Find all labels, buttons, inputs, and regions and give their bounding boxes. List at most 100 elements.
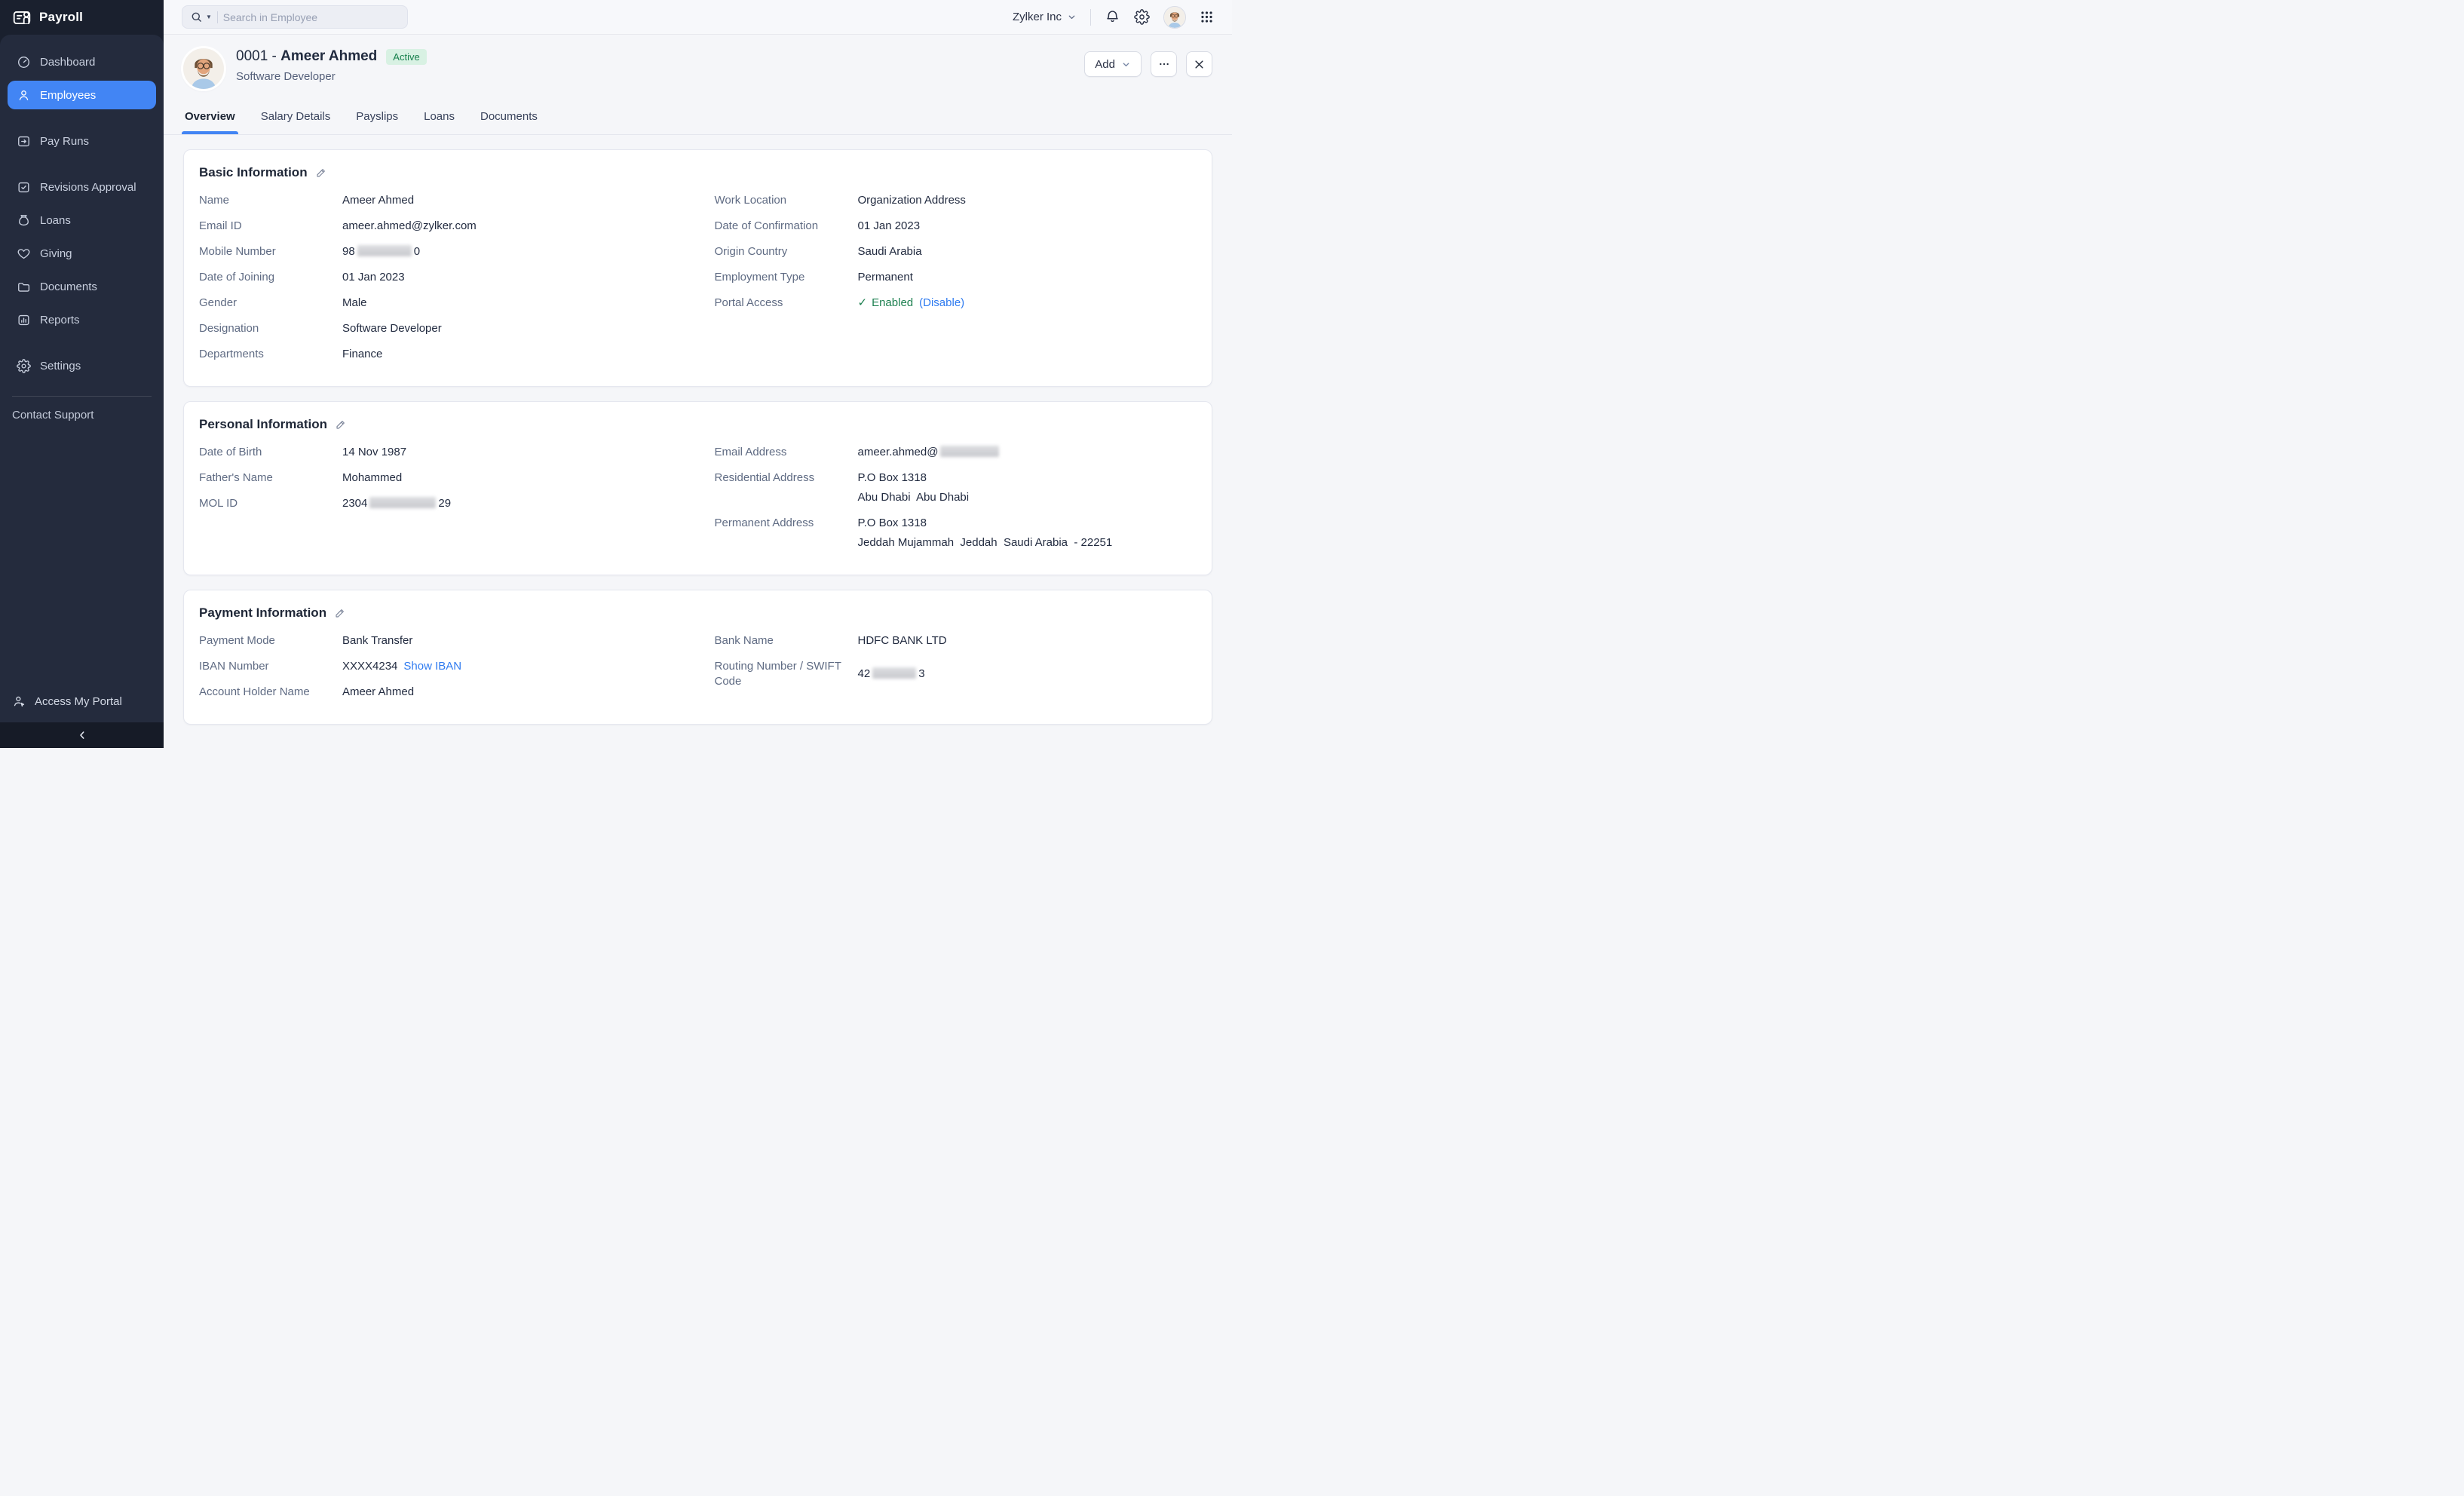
sidebar: Payroll Dashboard Employees Pay Runs Rev… <box>0 0 164 748</box>
sidebar-item-settings[interactable]: Settings <box>8 351 156 380</box>
show-iban-link[interactable]: Show IBAN <box>403 660 461 673</box>
disable-portal-link[interactable]: (Disable) <box>919 296 964 309</box>
value-text: HDFC BANK LTD <box>858 634 947 647</box>
search-divider <box>217 11 218 23</box>
value-text: 2304 <box>342 497 367 510</box>
chevron-down-icon <box>1121 60 1131 69</box>
edit-personal-information-icon[interactable] <box>335 418 347 431</box>
field-row: NameAmeer Ahmed <box>199 193 682 208</box>
field-label: Email ID <box>199 219 342 234</box>
tab-loans[interactable]: Loans <box>422 104 456 134</box>
field-value: Saudi Arabia <box>858 244 1197 259</box>
more-options-button[interactable] <box>1151 51 1177 77</box>
value-text: 29 <box>438 497 451 510</box>
contact-support-link[interactable]: Contact Support <box>0 397 164 422</box>
user-avatar[interactable] <box>1163 6 1186 29</box>
notifications-bell-icon[interactable] <box>1105 9 1120 25</box>
field-label: Bank Name <box>715 633 858 648</box>
employee-avatar <box>183 48 224 89</box>
value-text: Permanent <box>858 271 913 284</box>
settings-icon <box>17 359 31 373</box>
sidebar-collapse-button[interactable] <box>0 722 164 748</box>
field-row: Mobile Number980 <box>199 244 682 259</box>
field-value: Software Developer <box>342 321 682 336</box>
field-label: Gender <box>199 296 342 311</box>
sidebar-item-revisions-approval[interactable]: Revisions Approval <box>8 173 156 201</box>
giving-icon <box>17 247 31 261</box>
sidebar-item-giving[interactable]: Giving <box>8 239 156 268</box>
sidebar-item-pay-runs[interactable]: Pay Runs <box>8 127 156 155</box>
field-row: DepartmentsFinance <box>199 347 682 362</box>
search-input[interactable] <box>223 11 400 23</box>
value-text: Saudi Arabia <box>858 245 922 258</box>
field-value: Permanent <box>858 270 1197 285</box>
add-button[interactable]: Add <box>1084 51 1142 77</box>
field-row: Email Addressameer.ahmed@ <box>715 445 1197 460</box>
field-row: Account Holder NameAmeer Ahmed <box>199 685 682 700</box>
field-label: Departments <box>199 347 342 362</box>
field-label: Email Address <box>715 445 858 460</box>
value-text: Bank Transfer <box>342 634 412 647</box>
field-label: Father's Name <box>199 471 342 486</box>
settings-gear-icon[interactable] <box>1134 9 1150 25</box>
edit-basic-information-icon[interactable] <box>315 167 327 179</box>
value-text: Organization Address <box>858 194 966 207</box>
search-scope-caret-icon[interactable]: ▼ <box>206 14 212 20</box>
value-text: 42 <box>858 667 871 680</box>
value-text: ameer.ahmed@ <box>858 446 939 458</box>
tab-overview[interactable]: Overview <box>183 104 237 134</box>
employee-designation: Software Developer <box>236 70 427 83</box>
card-title: Personal Information <box>199 417 327 432</box>
field-value: ameer.ahmed@ <box>858 445 1197 460</box>
value-text: Software Developer <box>342 322 442 335</box>
field-label: Mobile Number <box>199 244 342 259</box>
field-row: DesignationSoftware Developer <box>199 321 682 336</box>
field-value: Ameer Ahmed <box>342 193 682 208</box>
apps-grid-icon[interactable] <box>1200 10 1214 24</box>
sidebar-nav: Dashboard Employees Pay Runs Revisions A… <box>0 35 164 722</box>
field-value: HDFC BANK LTD <box>858 633 1197 648</box>
search-icon[interactable] <box>190 11 203 23</box>
global-search[interactable]: ▼ <box>182 5 408 29</box>
field-value: 14 Nov 1987 <box>342 445 682 460</box>
portal-user-icon <box>12 694 26 709</box>
field-label: Payment Mode <box>199 633 342 648</box>
field-label: Date of Confirmation <box>715 219 858 234</box>
ellipsis-icon <box>1158 58 1170 70</box>
field-label: Date of Birth <box>199 445 342 460</box>
value-text: 01 Jan 2023 <box>342 271 405 284</box>
employee-overview-page: 0001 - Ameer Ahmed Active Software Devel… <box>164 35 1232 748</box>
tab-salary-details[interactable]: Salary Details <box>259 104 333 134</box>
edit-payment-information-icon[interactable] <box>334 607 346 619</box>
field-value: 980 <box>342 244 682 259</box>
chevron-down-icon <box>1067 12 1077 22</box>
sidebar-item-loans[interactable]: Loans <box>8 206 156 235</box>
org-switcher[interactable]: Zylker Inc <box>1013 11 1077 23</box>
topbar: ▼ Zylker Inc <box>164 0 1232 35</box>
field-row: Work LocationOrganization Address <box>715 193 1197 208</box>
field-row: Date of Birth14 Nov 1987 <box>199 445 682 460</box>
field-row: GenderMale <box>199 296 682 311</box>
sidebar-item-reports[interactable]: Reports <box>8 305 156 334</box>
sidebar-item-dashboard[interactable]: Dashboard <box>8 48 156 76</box>
value-text: Mohammed <box>342 471 402 484</box>
field-value: 2304 29 <box>342 496 682 511</box>
chevron-left-icon <box>76 729 88 741</box>
sidebar-item-employees[interactable]: Employees <box>8 81 156 109</box>
sidebar-item-documents[interactable]: Documents <box>8 272 156 301</box>
tab-payslips[interactable]: Payslips <box>354 104 400 134</box>
basic-information-card: Basic Information NameAmeer AhmedEmail I… <box>183 149 1212 387</box>
value-text: Male <box>342 296 367 309</box>
field-row: Date of Joining01 Jan 2023 <box>199 270 682 285</box>
value-text: 14 Nov 1987 <box>342 446 406 458</box>
documents-icon <box>17 280 31 294</box>
field-value: ✓Enabled(Disable) <box>858 296 1197 311</box>
employee-tabs: Overview Salary Details Payslips Loans D… <box>164 104 1232 135</box>
value-text: Finance <box>342 348 382 360</box>
access-my-portal-link[interactable]: Access My Portal <box>0 694 164 722</box>
close-button[interactable] <box>1186 51 1212 77</box>
field-value: Male <box>342 296 682 311</box>
check-icon: ✓ <box>858 296 868 309</box>
tab-documents[interactable]: Documents <box>479 104 539 134</box>
value-text: P.O Box 1318 <box>858 517 927 529</box>
